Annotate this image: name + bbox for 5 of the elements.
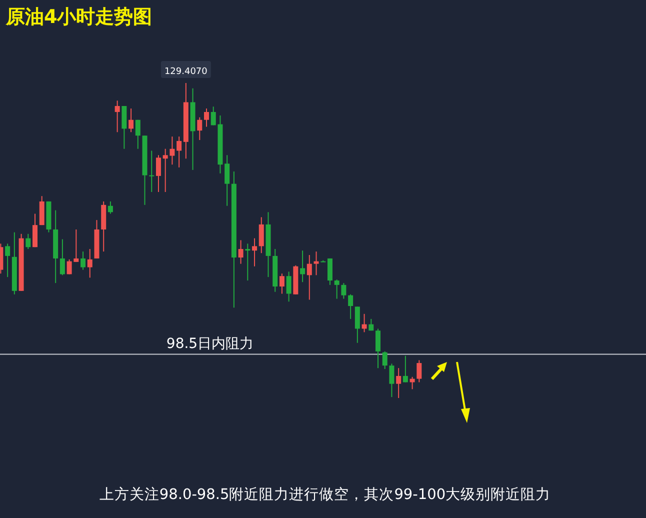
annotation: 129.4070 [164, 67, 208, 77]
text: 上方关注98.0-98.5附近阻力进行做空，其次99-100大级别附近阻力 [99, 486, 551, 503]
annotation: 129.4070 [160, 61, 211, 78]
chart-title: 原油4小时走势图 [5, 6, 152, 28]
ref-line-label: 98.5日内阻力 [166, 336, 254, 352]
